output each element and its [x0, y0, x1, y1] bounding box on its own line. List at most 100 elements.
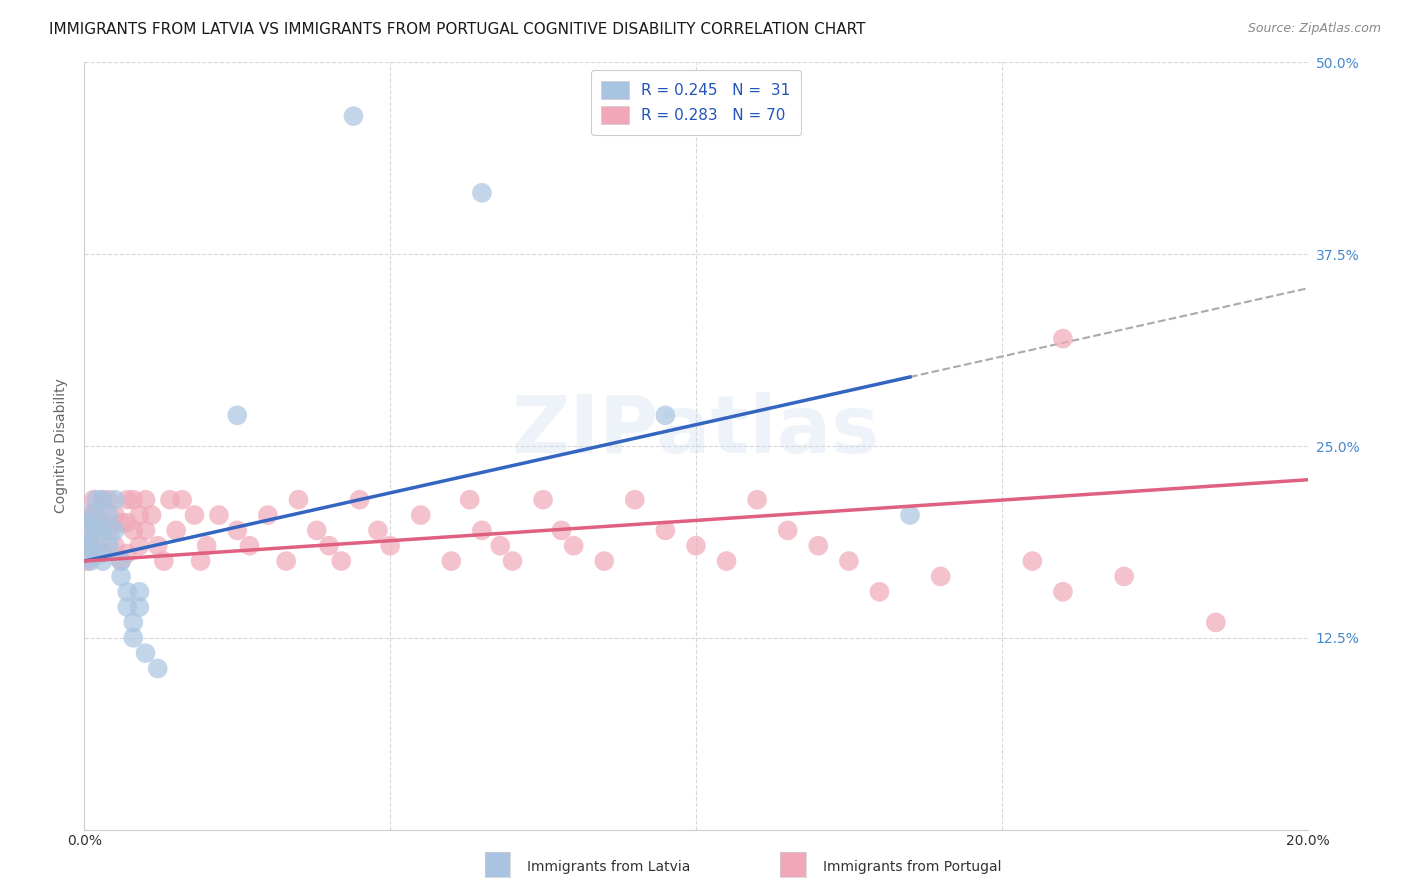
Point — [128, 600, 150, 615]
Point — [86, 508, 108, 522]
Point — [146, 539, 169, 553]
Point — [471, 524, 494, 538]
Point — [776, 524, 799, 538]
Point — [79, 539, 101, 553]
Point — [440, 554, 463, 568]
Point — [190, 554, 212, 568]
Point — [747, 492, 769, 507]
Point — [1114, 569, 1136, 583]
Point — [128, 539, 150, 553]
Point — [276, 554, 298, 568]
Point — [367, 524, 389, 538]
Point — [76, 539, 98, 553]
Point — [110, 554, 132, 568]
Point — [135, 492, 157, 507]
Point — [115, 516, 138, 530]
Point — [104, 492, 127, 507]
Point — [91, 516, 114, 530]
Point — [330, 554, 353, 568]
Point — [153, 554, 176, 568]
Point — [86, 546, 108, 560]
Y-axis label: Cognitive Disability: Cognitive Disability — [55, 378, 69, 514]
Point — [1205, 615, 1227, 630]
Point — [91, 492, 114, 507]
Point — [409, 508, 432, 522]
Point — [79, 554, 101, 568]
Point — [807, 539, 830, 553]
Point — [104, 524, 127, 538]
Text: Immigrants from Latvia: Immigrants from Latvia — [527, 860, 690, 874]
Point — [172, 492, 194, 507]
Point — [685, 539, 707, 553]
Point — [110, 554, 132, 568]
Point — [79, 508, 101, 522]
Point — [458, 492, 481, 507]
Point — [76, 524, 98, 538]
Point — [929, 569, 952, 583]
Point — [159, 492, 181, 507]
Point — [380, 539, 402, 553]
Point — [128, 584, 150, 599]
Point — [122, 631, 145, 645]
Point — [838, 554, 860, 568]
Point — [86, 492, 108, 507]
Point — [83, 492, 105, 507]
Point — [226, 524, 249, 538]
Point — [91, 492, 114, 507]
Point — [97, 492, 120, 507]
Point — [1052, 332, 1074, 346]
Point — [165, 524, 187, 538]
Point — [146, 661, 169, 675]
Point — [86, 524, 108, 538]
Point — [318, 539, 340, 553]
Point — [83, 508, 105, 522]
Text: Source: ZipAtlas.com: Source: ZipAtlas.com — [1247, 22, 1381, 36]
Point — [115, 600, 138, 615]
Point — [122, 492, 145, 507]
Point — [79, 516, 101, 530]
Point — [135, 524, 157, 538]
Point — [115, 546, 138, 560]
Point — [115, 584, 138, 599]
Legend: R = 0.245   N =  31, R = 0.283   N = 70: R = 0.245 N = 31, R = 0.283 N = 70 — [591, 70, 801, 135]
Point — [128, 508, 150, 522]
Point — [110, 569, 132, 583]
Point — [654, 409, 676, 423]
Point — [115, 492, 138, 507]
Point — [624, 492, 647, 507]
Point — [195, 539, 218, 553]
Point — [110, 516, 132, 530]
Point — [593, 554, 616, 568]
Point — [91, 546, 114, 560]
Point — [86, 539, 108, 553]
Point — [91, 524, 114, 538]
Point — [550, 524, 572, 538]
Point — [238, 539, 260, 553]
Point — [183, 508, 205, 522]
Point — [76, 528, 98, 542]
Point — [257, 508, 280, 522]
Point — [869, 584, 891, 599]
Point — [76, 524, 98, 538]
Point — [104, 539, 127, 553]
Point — [349, 492, 371, 507]
Point — [305, 524, 328, 538]
Point — [1021, 554, 1043, 568]
Point — [716, 554, 738, 568]
Text: IMMIGRANTS FROM LATVIA VS IMMIGRANTS FROM PORTUGAL COGNITIVE DISABILITY CORRELAT: IMMIGRANTS FROM LATVIA VS IMMIGRANTS FRO… — [49, 22, 866, 37]
Point — [489, 539, 512, 553]
Point — [226, 409, 249, 423]
Point — [1052, 584, 1074, 599]
Point — [342, 109, 364, 123]
Text: Immigrants from Portugal: Immigrants from Portugal — [823, 860, 1001, 874]
Point — [531, 492, 554, 507]
Point — [76, 554, 98, 568]
Point — [79, 539, 101, 553]
Point — [122, 615, 145, 630]
Point — [141, 508, 163, 522]
Point — [471, 186, 494, 200]
Point — [135, 646, 157, 660]
Point — [97, 524, 120, 538]
Point — [104, 508, 127, 522]
Point — [562, 539, 585, 553]
